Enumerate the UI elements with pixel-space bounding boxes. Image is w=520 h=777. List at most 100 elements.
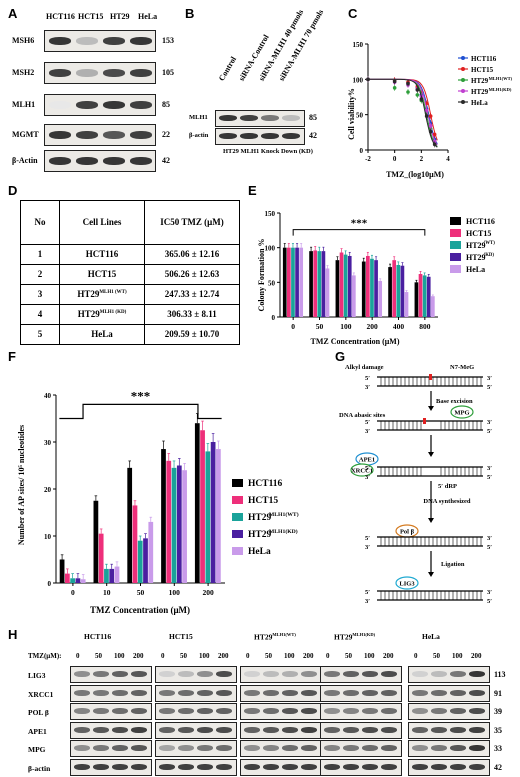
bar (422, 275, 427, 317)
strand-end-label: 3′ (487, 419, 492, 426)
protein-band (131, 708, 147, 714)
lane-label: HCT116 (46, 12, 75, 21)
protein-band (324, 671, 340, 677)
enzyme-label-shape (395, 576, 419, 590)
bar (309, 251, 313, 317)
protein-band (178, 689, 194, 696)
bar (75, 578, 81, 583)
bar (313, 250, 318, 317)
legend-entry: HT29 (248, 530, 271, 540)
bar (400, 265, 405, 317)
blot-strip (240, 703, 322, 720)
panel-label-a: A (8, 6, 18, 21)
legend-swatch (232, 479, 243, 487)
strand-end-label: 3′ (365, 598, 370, 605)
protein-band (431, 671, 447, 677)
blot-strip (44, 150, 156, 172)
protein-band (219, 115, 237, 121)
protein-band (131, 689, 147, 696)
strand-end-label: 3′ (365, 544, 370, 551)
protein-band (244, 708, 260, 714)
protein-band (412, 745, 428, 751)
legend-swatch (232, 496, 243, 504)
protein-band (450, 745, 466, 751)
protein-band (324, 726, 340, 733)
protein-band (216, 671, 232, 677)
y-tick-label: 10 (44, 533, 52, 541)
table-row: 3 HT29MLH1 (WT) 247.33 ± 12.74 (20, 283, 240, 305)
kda-marker: 105 (162, 68, 174, 77)
bar (388, 267, 392, 317)
protein-band (324, 689, 340, 696)
blot-row-label: MSH2 (12, 68, 35, 77)
protein-band (431, 763, 447, 770)
protein-band (412, 671, 428, 677)
strand-end-label: 5′ (487, 598, 492, 605)
bar (64, 573, 70, 583)
legend-entry: HT29 (471, 77, 489, 85)
blot-row-label: APE1 (28, 726, 47, 736)
blot-strip (155, 758, 237, 776)
protein-band (112, 689, 128, 696)
protein-band (178, 671, 194, 677)
blot-row-label: XRCC1 (28, 689, 54, 699)
blot-row-label: LIG3 (28, 671, 46, 680)
blot-row-label: MLH1 (189, 114, 208, 121)
protein-band (362, 745, 378, 751)
blot-row-label: MSH6 (12, 36, 35, 45)
dose-label: 50 (95, 652, 102, 660)
protein-band (469, 726, 485, 733)
protein-band (49, 131, 71, 139)
protein-band (362, 708, 378, 714)
protein-band (159, 763, 175, 770)
cell-line-name: HeLa (91, 329, 113, 340)
panel-d-ic50-table: No Cell Lines IC50 TMZ (μM) 1 HCT116 365.0… (20, 200, 240, 346)
dose-label: 200 (471, 652, 482, 660)
blot-strip (408, 721, 490, 739)
protein-band (282, 763, 298, 770)
dose-label: 200 (133, 652, 144, 660)
strand-end-label: 3′ (487, 589, 492, 596)
legend-marker (461, 56, 465, 60)
blot-row-label: MPG (28, 745, 46, 754)
protein-band (450, 671, 466, 677)
protein-band (103, 131, 125, 139)
legend-superscript: MLH1(KD) (269, 528, 298, 535)
protein-band (469, 763, 485, 770)
blot-strip (320, 721, 402, 739)
dose-label: 50 (345, 652, 352, 660)
protein-band (343, 708, 359, 714)
cell-line: HCT116 (59, 243, 145, 265)
blot-strip (155, 740, 237, 757)
blot-caption: HT29 MLH1 Knock Down (KD) (223, 148, 313, 155)
y-tick-label: 50 (268, 279, 276, 287)
legend-superscript: MLH1(WT) (489, 76, 513, 81)
protein-band (93, 671, 109, 677)
protein-band (324, 745, 340, 751)
panel-h-ber-proteins-blot: TMZ(μM): HCT116 0 50 100 200 HCT15 0 50 100 200 HT… (0, 630, 520, 777)
y-tick-label: 150 (353, 41, 364, 49)
protein-band (282, 745, 298, 751)
dose-label: 0 (414, 652, 418, 660)
cell-ic50-value: 306.33 ± 8.11 (144, 303, 240, 325)
protein-band (103, 69, 125, 77)
panel-e-colony-chart: Colony Formation % TMZ Concentration (μM… (257, 210, 495, 346)
protein-band (282, 133, 300, 139)
protein-band (431, 689, 447, 696)
protein-band (219, 133, 237, 139)
blot-strip (70, 740, 152, 757)
protein-band (381, 745, 397, 751)
bar (171, 467, 177, 583)
protein-band (49, 157, 71, 165)
enzyme-label-shape (450, 405, 474, 419)
panel-b-knockdown-blot: Control siRNA-Control siRNA-MLH1 40 pmol… (185, 0, 345, 180)
blot-strip (408, 666, 490, 683)
x-tick-label: 200 (367, 322, 379, 331)
dose-label: 200 (383, 652, 394, 660)
protein-band (159, 726, 175, 733)
site-label: DNA abasic sites (339, 412, 386, 419)
dose-label: 0 (161, 652, 165, 660)
legend-swatch (450, 241, 461, 249)
protein-band (263, 745, 279, 751)
pathway-arrowhead (428, 518, 434, 523)
